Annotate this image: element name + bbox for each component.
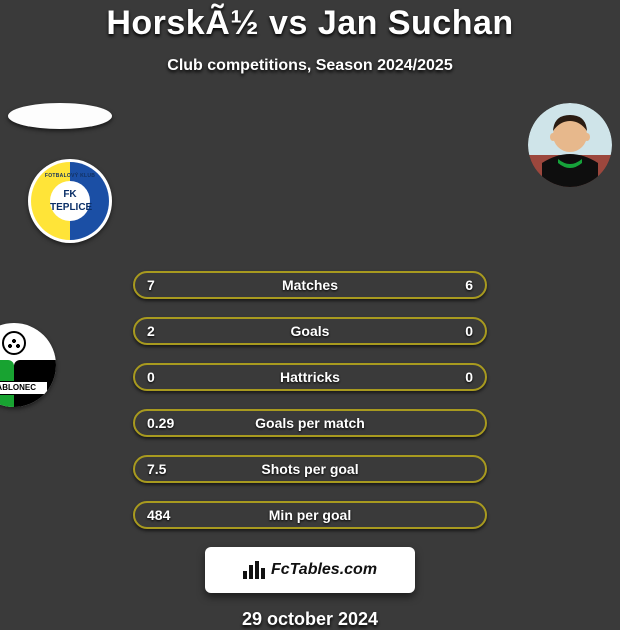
stat-left-value: 7.5 [147,461,183,477]
crest-ring-text: FOTBALOVÝ KLUB [28,173,112,179]
avatar-placeholder-icon [8,103,112,129]
player-right-avatar [528,103,612,187]
player-left-avatar [8,103,112,129]
stat-left-value: 7 [147,277,183,293]
stat-right-value: 0 [437,323,473,339]
credit-text: FcTables.com [271,561,377,579]
stat-right-value: 0 [437,369,473,385]
crest-ball-icon [2,331,26,355]
stat-row: 7.5Shots per goal [133,455,487,483]
stat-label: Goals per match [183,415,437,431]
avatar-svg-icon [528,103,612,187]
content-area: FOTBALOVÝ KLUB FK TEPLICE FK JAB [0,103,620,529]
stat-row: 484Min per goal [133,501,487,529]
stat-left-value: 2 [147,323,183,339]
crest-text-bottom: TEPLICE [50,202,90,213]
stat-label: Goals [183,323,437,339]
stat-row: 0.29Goals per match [133,409,487,437]
crest-text-top: FK [50,189,90,200]
stat-row: 2Goals0 [133,317,487,345]
crest-inner-circle-icon: FK TEPLICE [50,181,90,221]
stats-rows: 7Matches62Goals00Hattricks00.29Goals per… [133,271,487,529]
footer-date: 29 october 2024 [0,609,620,630]
page-title: HorskÃ½ vs Jan Suchan [0,0,620,43]
club-left-crest: FOTBALOVÝ KLUB FK TEPLICE [28,159,112,243]
bars-icon [243,561,265,579]
stat-right-value: 6 [437,277,473,293]
stat-row: 0Hattricks0 [133,363,487,391]
stat-row: 7Matches6 [133,271,487,299]
club-right-crest: FK JABLONEC [0,323,56,407]
credit-pill[interactable]: FcTables.com [205,547,415,593]
crest-banner: JABLONEC [0,381,48,395]
stat-label: Matches [183,277,437,293]
stat-label: Hattricks [183,369,437,385]
stat-left-value: 484 [147,507,183,523]
stat-label: Shots per goal [183,461,437,477]
stat-left-value: 0 [147,369,183,385]
stat-left-value: 0.29 [147,415,183,431]
page-subtitle: Club competitions, Season 2024/2025 [0,57,620,75]
stat-label: Min per goal [183,507,437,523]
